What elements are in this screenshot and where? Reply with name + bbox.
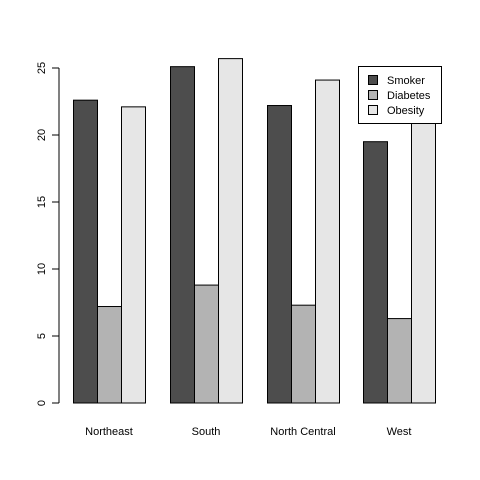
x-category-label-0: Northeast	[85, 426, 133, 438]
legend-swatch-smoker	[368, 75, 378, 85]
bar-group-1	[170, 58, 243, 404]
bar-diabetes-1	[194, 284, 219, 404]
bar-obesity-2	[315, 79, 340, 404]
bar-obesity-1	[218, 58, 243, 404]
bar-smoker-3	[363, 141, 388, 404]
bar-obesity-0	[121, 106, 146, 404]
bars-layer	[73, 58, 436, 404]
y-tick-label-1: 5	[36, 333, 48, 339]
x-category-label-3: West	[387, 426, 412, 438]
bar-smoker-2	[267, 105, 292, 404]
legend-label-diabetes: Diabetes	[387, 90, 431, 102]
legend-label-smoker: Smoker	[387, 75, 425, 87]
legend-swatch-diabetes	[368, 90, 378, 100]
x-axis-labels: Northeast South North Central West	[85, 426, 411, 438]
bar-smoker-0	[73, 99, 98, 404]
x-category-label-1: South	[192, 426, 221, 438]
legend-swatch-obesity	[368, 105, 378, 115]
y-tick-label-5: 25	[36, 62, 48, 74]
bar-diabetes-3	[387, 318, 412, 404]
bar-group-0	[73, 99, 146, 404]
bar-obesity-3	[411, 111, 436, 404]
legend-label-obesity: Obesity	[387, 105, 425, 117]
x-category-label-2: North Central	[270, 426, 335, 438]
bar-smoker-1	[170, 66, 195, 404]
bar-group-3	[363, 111, 436, 404]
y-tick-label-4: 20	[36, 129, 48, 141]
y-axis: 0 5 10 15 20 25	[36, 62, 60, 406]
y-tick-label-3: 15	[36, 196, 48, 208]
y-tick-label-2: 10	[36, 263, 48, 275]
legend: Smoker Diabetes Obesity	[358, 66, 442, 124]
bar-diabetes-2	[291, 304, 316, 404]
bar-group-2	[267, 79, 340, 404]
bar-diabetes-0	[97, 306, 122, 404]
y-tick-label-0: 0	[36, 400, 48, 406]
